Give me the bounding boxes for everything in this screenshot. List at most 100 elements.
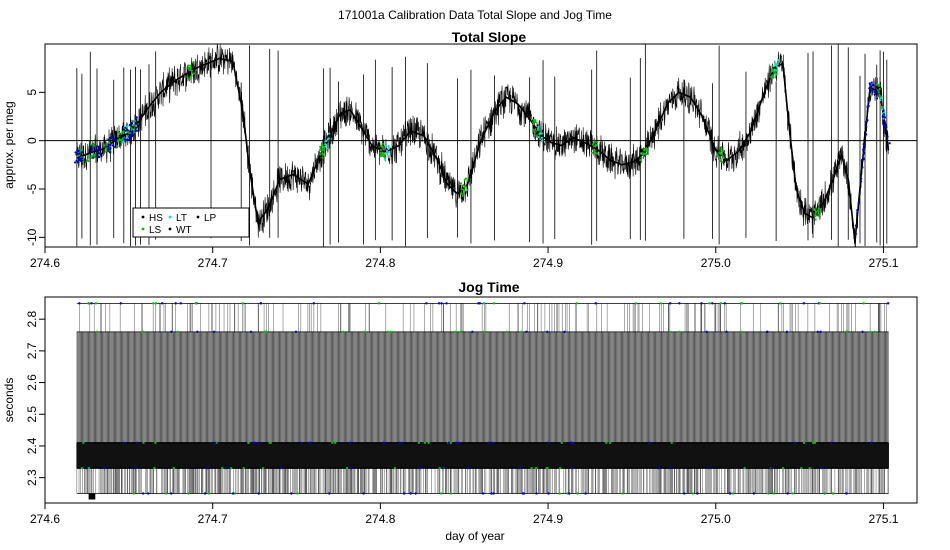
jog-marker [467, 466, 470, 470]
jog-marker [785, 330, 789, 334]
blue-marker [865, 125, 868, 128]
ls-marker [771, 68, 774, 71]
jog-marker [459, 330, 462, 334]
lt-marker [879, 96, 882, 100]
jog-marker [437, 302, 441, 305]
legend-marker-ls [141, 227, 145, 231]
jog-marker [547, 441, 550, 444]
blue-marker [854, 224, 857, 227]
jog-marker [207, 492, 210, 495]
blue-marker [873, 93, 876, 96]
lt-marker [774, 64, 777, 67]
jog-marker [154, 302, 158, 305]
jog-marker [154, 441, 157, 444]
ls-marker [460, 188, 463, 191]
blue-marker [869, 83, 872, 86]
jog-marker [471, 330, 474, 334]
jog-marker [342, 330, 345, 334]
jog-time-band [76, 442, 889, 469]
ls-marker [321, 156, 324, 159]
jog-marker [779, 302, 782, 305]
jog-marker [678, 302, 681, 305]
blue-marker [863, 144, 866, 147]
ls-marker [720, 148, 723, 151]
jog-marker [122, 441, 126, 444]
jog-marker [194, 302, 198, 305]
jog-marker [94, 302, 98, 305]
ls-marker [718, 151, 721, 154]
ls-marker [319, 153, 322, 156]
jog-marker [439, 492, 443, 495]
jog-marker [294, 330, 298, 334]
jog-marker [725, 330, 728, 334]
jog-marker [172, 466, 175, 470]
ls-marker [813, 207, 816, 211]
jog-marker [823, 492, 827, 495]
jog-marker [870, 441, 873, 444]
jog-marker [427, 441, 430, 444]
jog-marker [535, 492, 538, 495]
jog-marker [345, 466, 349, 470]
jog-marker [793, 441, 797, 444]
jog-marker [518, 466, 521, 470]
jog-marker [802, 302, 806, 305]
jog-marker [765, 330, 769, 334]
ls-marker [722, 156, 725, 159]
lt-marker [324, 143, 327, 146]
jog-marker [481, 492, 485, 495]
jog-marker [454, 330, 457, 334]
jog-marker [743, 466, 746, 470]
jog-marker [490, 492, 493, 495]
jog-marker [569, 441, 572, 444]
ls-marker [876, 83, 879, 86]
jog-marker [350, 466, 353, 470]
jog-marker [259, 302, 263, 305]
blue-marker [92, 156, 95, 159]
jog-marker [530, 466, 533, 470]
ls-marker [82, 160, 85, 163]
jog-marker [85, 466, 88, 470]
ls-marker [643, 148, 646, 152]
ls-marker [596, 141, 599, 144]
ls-marker [462, 188, 465, 191]
jog-marker [723, 302, 727, 305]
blue-marker [90, 149, 93, 152]
ls-marker [319, 145, 322, 148]
lt-marker [539, 132, 542, 135]
ls-marker [462, 184, 465, 187]
blue-marker [77, 158, 80, 161]
jog-marker [257, 492, 260, 495]
jog-marker [767, 492, 770, 495]
jog-marker [389, 330, 392, 334]
legend-marker-lt [168, 215, 172, 219]
ls-marker [190, 69, 193, 72]
blue-marker [858, 192, 861, 196]
ls-marker [645, 153, 648, 156]
jog-marker [331, 441, 334, 444]
blue-marker [128, 138, 132, 141]
jog-marker [176, 330, 179, 334]
ls-marker [532, 128, 535, 132]
ls-marker [595, 144, 598, 147]
jog-marker [657, 466, 660, 470]
jog-marker [811, 441, 815, 444]
blue-marker [872, 83, 875, 87]
y-tick-label: 5 [25, 89, 39, 96]
jog-marker [691, 492, 695, 495]
ls-marker [318, 148, 322, 152]
lt-marker [540, 139, 544, 142]
ls-marker [80, 149, 83, 152]
blue-marker [80, 151, 83, 154]
jog-marker [831, 492, 835, 495]
blue-marker [856, 210, 859, 214]
ls-marker [321, 144, 324, 147]
ls-marker [459, 182, 463, 185]
y-axis-total-slope: -10 -5 0 5 [25, 89, 45, 246]
blue-marker [886, 135, 889, 138]
jog-marker [80, 466, 84, 470]
legend-label-hs: HS [149, 213, 163, 224]
jog-marker [174, 302, 177, 305]
blue-marker [80, 157, 84, 160]
jog-marker [558, 466, 562, 470]
ls-marker [188, 77, 191, 80]
